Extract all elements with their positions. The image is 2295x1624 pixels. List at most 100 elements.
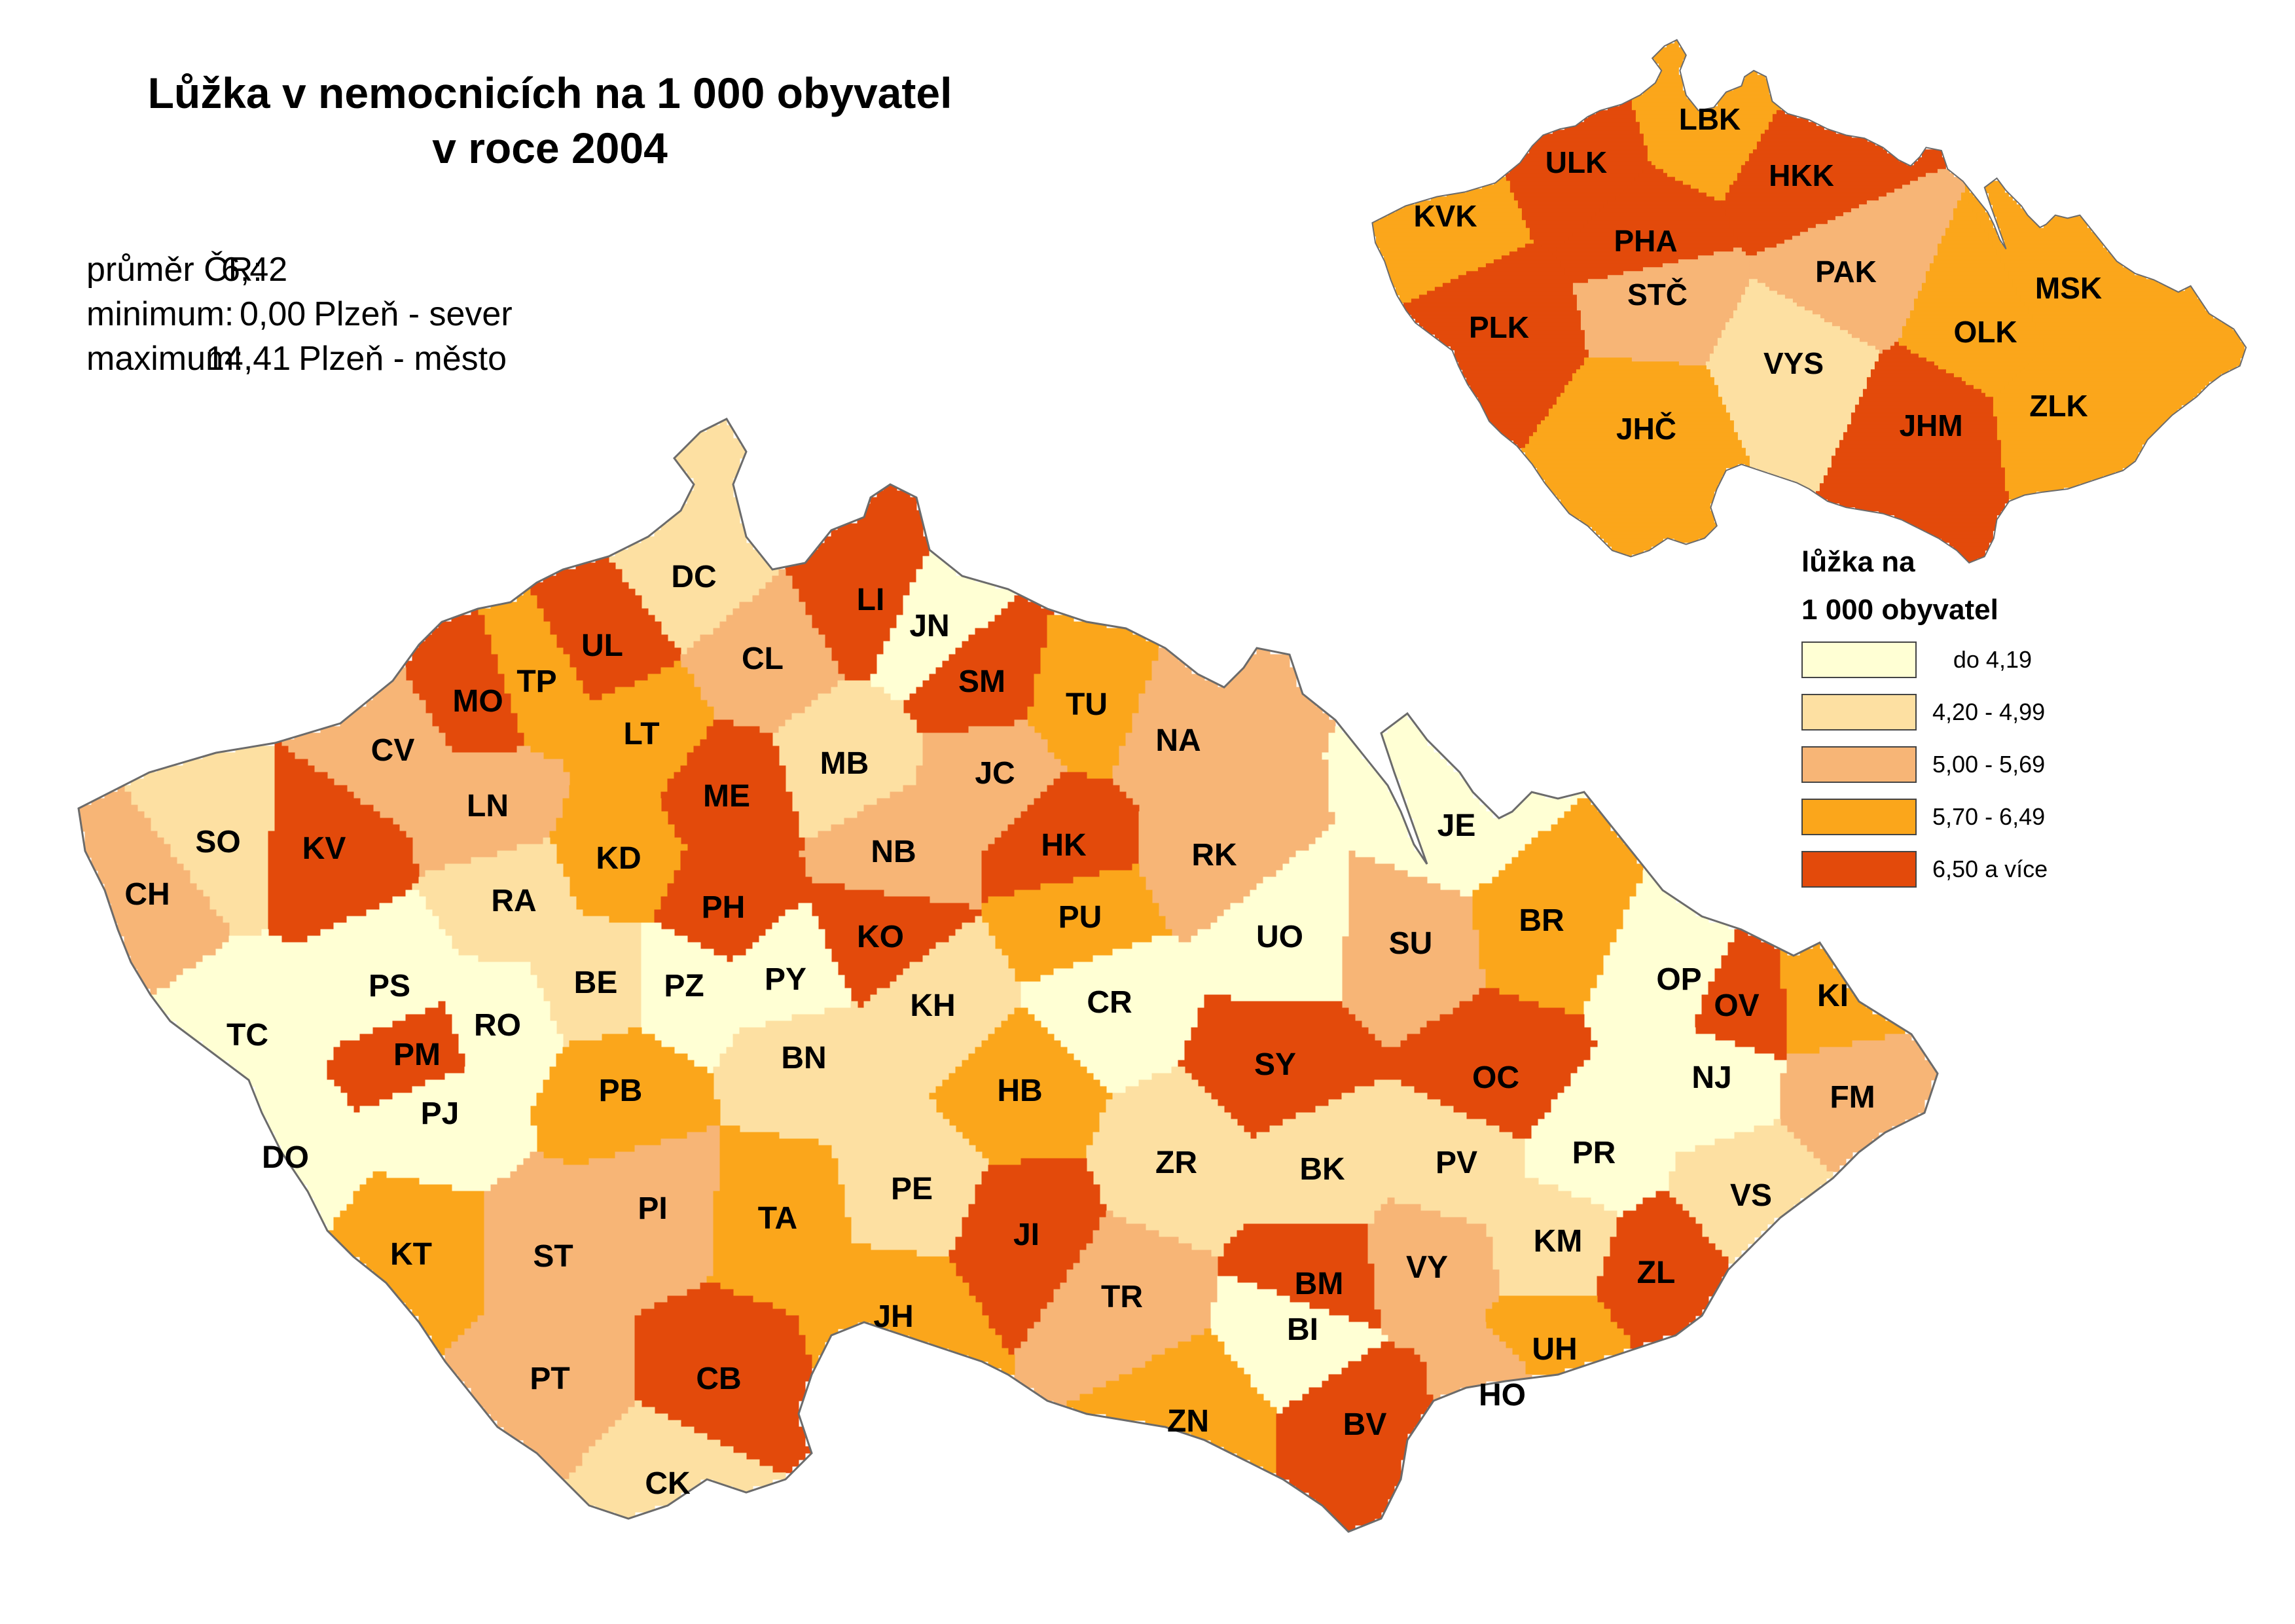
district-label-me: ME	[703, 779, 750, 814]
district-uo	[1184, 824, 1349, 1002]
district-label-kv: KV	[302, 831, 346, 866]
district-label-kh: KH	[910, 988, 955, 1023]
region-label-ulk: ULK	[1545, 145, 1608, 179]
region-label-plk: PLK	[1469, 310, 1529, 344]
district-label-jc: JC	[975, 756, 1015, 791]
stat-max: maximum:14,41 Plzeň - město	[86, 336, 513, 381]
district-label-tp: TP	[516, 664, 556, 699]
legend-label: 5,70 - 6,49	[1932, 803, 2046, 830]
district-label-mo: MO	[452, 684, 503, 719]
district-labels-layer: DC LI JN UL CL TP SM TU MO LT CV NA MB JC ME LN SO KV KD NB…	[124, 560, 1875, 1501]
stat-max-district: Plzeň - město	[298, 340, 507, 378]
district-label-pr: PR	[1572, 1136, 1616, 1170]
district-label-vy: VY	[1406, 1250, 1448, 1285]
map-title: Lůžka v nemocnicích na 1 000 obyvatel v …	[52, 65, 1047, 175]
stat-mean-label: průměr ČR:	[86, 251, 262, 289]
district-label-pb: PB	[599, 1074, 643, 1108]
region-label-pha: PHA	[1614, 224, 1677, 258]
legend-items: do 4,19 4,20 - 4,99 5,00 - 5,69 5,70 - 6,49…	[1801, 641, 2048, 903]
district-label-zl: ZL	[1637, 1255, 1676, 1290]
district-label-pu: PU	[1058, 900, 1102, 935]
district-vy	[1367, 1197, 1500, 1356]
legend-label: do 4,19	[1953, 646, 2032, 673]
stat-min-label: minimum:	[86, 295, 234, 333]
district-label-ro: RO	[474, 1008, 521, 1043]
district-label-nb: NB	[871, 835, 916, 869]
district-label-jn: JN	[909, 609, 949, 643]
legend-swatch	[1801, 641, 1917, 678]
region-label-stč: STČ	[1627, 278, 1688, 312]
district-st	[484, 1151, 642, 1316]
district-label-cb: CB	[696, 1362, 741, 1396]
region-label-vys: VYS	[1763, 346, 1824, 380]
region-label-zlk: ZLK	[2029, 389, 2087, 423]
district-mo	[405, 608, 524, 753]
region-label-jhč: JHČ	[1616, 412, 1676, 446]
inset-outline	[1371, 39, 2247, 564]
legend-item: 5,70 - 6,49	[1801, 799, 2045, 851]
district-label-ta: TA	[758, 1201, 797, 1236]
districts-layer	[79, 419, 1938, 1532]
district-label-ch: CH	[124, 877, 170, 912]
district-label-st: ST	[533, 1239, 573, 1274]
district-label-tc: TC	[226, 1018, 268, 1053]
legend-label: 6,50 a více	[1932, 856, 2048, 882]
stat-min-district: Plzeň - sever	[314, 295, 513, 333]
district-me	[660, 719, 806, 852]
district-label-bi: BI	[1287, 1312, 1318, 1347]
district-label-pm: PM	[393, 1038, 441, 1072]
stat-max-value: 14,41	[206, 340, 291, 378]
district-label-pz: PZ	[664, 969, 704, 1003]
district-label-ji: JI	[1013, 1218, 1039, 1252]
district-label-uh: UH	[1532, 1332, 1577, 1367]
district-label-na: NA	[1155, 723, 1201, 758]
stat-mean-value: 6,42	[221, 251, 288, 289]
region-label-msk: MSK	[2035, 271, 2102, 305]
district-label-fm: FM	[1830, 1080, 1875, 1115]
district-label-dc: DC	[671, 560, 716, 594]
district-label-oc: OC	[1472, 1060, 1519, 1095]
legend-swatch	[1801, 746, 1917, 783]
district-label-hb: HB	[997, 1074, 1042, 1108]
district-label-jh: JH	[873, 1299, 913, 1334]
district-label-ko: KO	[857, 920, 904, 954]
district-label-lt: LT	[623, 717, 659, 751]
legend-label: 5,00 - 5,69	[1932, 751, 2046, 778]
legend-swatch	[1801, 694, 1917, 731]
district-label-ck: CK	[645, 1466, 691, 1501]
district-label-rk: RK	[1191, 838, 1237, 873]
legend-label: 4,20 - 4,99	[1932, 698, 2046, 725]
statistics-block: průměr ČR:6,42 minimum: 0,00 Plzeň - sever…	[86, 247, 513, 381]
district-label-br: BR	[1519, 903, 1564, 938]
district-label-ph: PH	[702, 890, 746, 925]
legend-item: 6,50 a více	[1801, 851, 2048, 903]
district-label-pt: PT	[530, 1362, 569, 1396]
legend: lůžka na 1 000 obyvatel do 4,19 4,20 - 4,…	[1801, 535, 2048, 903]
district-label-py: PY	[765, 962, 806, 997]
region-label-jhm: JHM	[1899, 408, 1962, 442]
stat-mean: průměr ČR:6,42	[86, 247, 513, 292]
district-label-zr: ZR	[1155, 1146, 1197, 1180]
district-label-ps: PS	[369, 969, 410, 1003]
district-label-cv: CV	[371, 733, 415, 768]
legend-item: 4,20 - 4,99	[1801, 694, 2045, 746]
district-label-nj: NJ	[1691, 1060, 1731, 1095]
legend-item: do 4,19	[1801, 641, 2032, 694]
district-label-ki: KI	[1817, 979, 1849, 1013]
district-label-pi: PI	[638, 1191, 667, 1226]
district-label-su: SU	[1389, 926, 1433, 961]
district-label-sm: SM	[958, 664, 1005, 699]
district-label-ho: HO	[1479, 1378, 1526, 1413]
district-label-hk: HK	[1041, 828, 1087, 863]
legend-swatch	[1801, 851, 1917, 888]
district-label-uo: UO	[1256, 920, 1303, 954]
region-label-kvk: KVK	[1413, 199, 1477, 233]
district-label-op: OP	[1656, 962, 1701, 997]
legend-title-line2: 1 000 obyvatel	[1801, 594, 1998, 626]
district-label-ul: UL	[581, 628, 623, 663]
district-label-pj: PJ	[421, 1096, 460, 1131]
regions-layer	[1372, 39, 2245, 563]
map-title-line1: Lůžka v nemocnicích na 1 000 obyvatel	[147, 69, 952, 117]
district-label-pe: PE	[891, 1172, 933, 1206]
